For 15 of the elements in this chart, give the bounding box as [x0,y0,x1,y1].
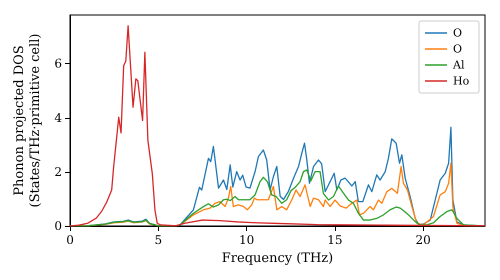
legend-label: O [453,42,462,56]
y-tick-label: 6 [54,56,62,71]
legend-label: O [453,26,462,40]
x-tick-label: 20 [416,233,431,247]
x-tick-label: 15 [327,233,343,247]
legend-label: Al [452,58,465,72]
x-tick-label: 0 [66,233,74,247]
y-tick-label: 2 [54,164,62,179]
x-axis-title: Frequency (THz) [222,251,334,266]
x-tick-label: 10 [238,233,254,247]
y-tick-label: 0 [54,219,62,233]
x-tick-label: 5 [154,233,162,247]
y-tick-label: 4 [54,110,62,125]
y-axis-title: Phonon projected DOS (States/THz·primitive cell) [12,33,43,208]
legend-label: Ho [453,74,470,88]
